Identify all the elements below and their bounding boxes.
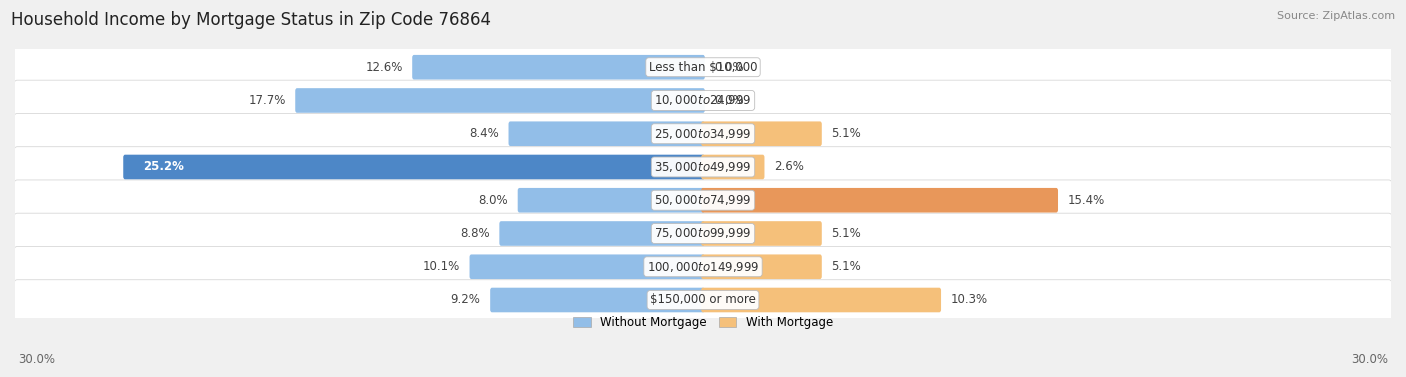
- Text: 9.2%: 9.2%: [451, 294, 481, 307]
- Text: $25,000 to $34,999: $25,000 to $34,999: [654, 127, 752, 141]
- Text: 0.0%: 0.0%: [714, 61, 744, 74]
- FancyBboxPatch shape: [702, 254, 821, 279]
- FancyBboxPatch shape: [702, 155, 765, 179]
- FancyBboxPatch shape: [14, 147, 1392, 187]
- Text: 8.0%: 8.0%: [478, 194, 508, 207]
- Text: 10.1%: 10.1%: [423, 260, 460, 273]
- Text: $100,000 to $149,999: $100,000 to $149,999: [647, 260, 759, 274]
- Text: $10,000 to $24,999: $10,000 to $24,999: [654, 93, 752, 107]
- Text: 2.6%: 2.6%: [775, 161, 804, 173]
- Text: 30.0%: 30.0%: [18, 353, 55, 366]
- Text: 15.4%: 15.4%: [1067, 194, 1105, 207]
- Text: $150,000 or more: $150,000 or more: [650, 294, 756, 307]
- Text: 8.4%: 8.4%: [470, 127, 499, 140]
- FancyBboxPatch shape: [702, 288, 941, 312]
- Text: Less than $10,000: Less than $10,000: [648, 61, 758, 74]
- FancyBboxPatch shape: [14, 113, 1392, 154]
- FancyBboxPatch shape: [14, 247, 1392, 287]
- FancyBboxPatch shape: [14, 180, 1392, 221]
- FancyBboxPatch shape: [412, 55, 704, 80]
- FancyBboxPatch shape: [124, 155, 704, 179]
- FancyBboxPatch shape: [14, 213, 1392, 254]
- Text: 5.1%: 5.1%: [831, 227, 862, 240]
- FancyBboxPatch shape: [499, 221, 704, 246]
- FancyBboxPatch shape: [702, 188, 1057, 213]
- FancyBboxPatch shape: [702, 121, 821, 146]
- Text: Household Income by Mortgage Status in Zip Code 76864: Household Income by Mortgage Status in Z…: [11, 11, 491, 29]
- FancyBboxPatch shape: [14, 47, 1392, 87]
- FancyBboxPatch shape: [491, 288, 704, 312]
- Text: $50,000 to $74,999: $50,000 to $74,999: [654, 193, 752, 207]
- FancyBboxPatch shape: [517, 188, 704, 213]
- Text: 0.0%: 0.0%: [714, 94, 744, 107]
- Text: 5.1%: 5.1%: [831, 260, 862, 273]
- Text: 5.1%: 5.1%: [831, 127, 862, 140]
- FancyBboxPatch shape: [509, 121, 704, 146]
- FancyBboxPatch shape: [295, 88, 704, 113]
- FancyBboxPatch shape: [470, 254, 704, 279]
- Text: 17.7%: 17.7%: [249, 94, 285, 107]
- Text: 12.6%: 12.6%: [366, 61, 402, 74]
- FancyBboxPatch shape: [14, 280, 1392, 320]
- Text: $75,000 to $99,999: $75,000 to $99,999: [654, 227, 752, 241]
- FancyBboxPatch shape: [702, 221, 821, 246]
- Text: 10.3%: 10.3%: [950, 294, 988, 307]
- Text: 30.0%: 30.0%: [1351, 353, 1388, 366]
- Text: 25.2%: 25.2%: [143, 161, 184, 173]
- FancyBboxPatch shape: [14, 80, 1392, 121]
- Legend: Without Mortgage, With Mortgage: Without Mortgage, With Mortgage: [568, 311, 838, 334]
- Text: Source: ZipAtlas.com: Source: ZipAtlas.com: [1277, 11, 1395, 21]
- Text: $35,000 to $49,999: $35,000 to $49,999: [654, 160, 752, 174]
- Text: 8.8%: 8.8%: [460, 227, 489, 240]
